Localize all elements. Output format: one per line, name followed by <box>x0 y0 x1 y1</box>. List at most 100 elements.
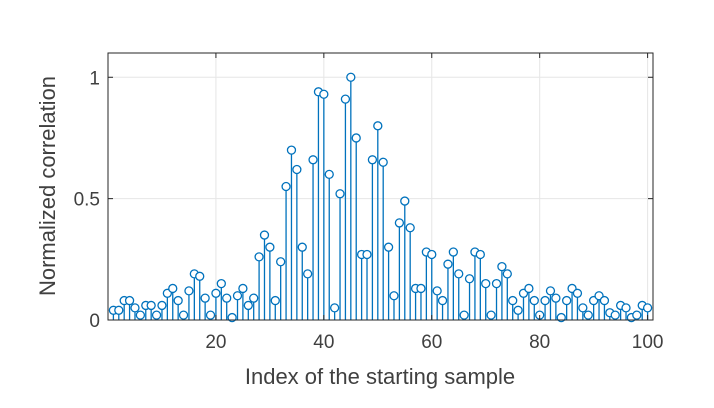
stem-point <box>362 249 372 320</box>
stem-marker <box>135 310 146 320</box>
stem-marker <box>486 310 496 320</box>
stem-point <box>400 196 410 320</box>
stem-point <box>513 305 523 320</box>
stem-point <box>427 249 437 320</box>
stem-marker <box>335 189 345 199</box>
stem-point <box>383 242 394 320</box>
stem-marker <box>346 72 356 82</box>
stem-marker <box>297 242 307 252</box>
stem-marker <box>216 278 226 289</box>
stem-marker <box>178 310 189 320</box>
stem-point <box>200 293 210 320</box>
stem-marker <box>173 295 183 306</box>
stem-marker <box>529 295 539 306</box>
stem-marker <box>551 293 561 303</box>
stem-marker <box>254 252 264 262</box>
stem-point <box>146 300 156 320</box>
stem-marker <box>168 283 178 294</box>
stem-point <box>572 288 583 320</box>
stem-marker <box>562 295 572 306</box>
stem-point <box>135 310 146 320</box>
stem-marker <box>308 155 318 165</box>
stem-marker <box>373 121 383 131</box>
stem-marker <box>437 295 448 306</box>
stem-marker <box>184 286 194 296</box>
stem-marker <box>367 155 378 165</box>
stem-point <box>621 303 631 320</box>
stem-point <box>254 252 264 320</box>
stem-point <box>243 300 253 320</box>
stem-point <box>324 169 334 320</box>
stem-point <box>464 274 475 320</box>
stem-marker <box>286 145 297 155</box>
stem-point <box>373 121 383 320</box>
stem-marker <box>491 278 502 289</box>
stem-marker <box>238 283 248 294</box>
stem-point <box>151 310 162 320</box>
stem-point <box>583 310 593 320</box>
stem-marker <box>130 303 140 313</box>
stem-marker <box>448 247 458 257</box>
stem-point <box>599 295 610 320</box>
stem-marker <box>610 310 620 320</box>
stem-marker <box>545 286 556 296</box>
axes-box <box>107 52 654 321</box>
stem-marker <box>389 291 399 301</box>
stem-point <box>173 295 183 320</box>
stem-marker <box>151 310 162 320</box>
stem-point <box>195 271 205 320</box>
stem-marker <box>464 274 475 284</box>
stem-point <box>232 291 243 320</box>
stem-marker <box>146 300 156 311</box>
x-axis-ticks: 20 40 60 80 100 <box>205 53 663 353</box>
stem-point <box>319 89 329 320</box>
stem-point <box>286 145 297 320</box>
stem-point <box>491 278 502 320</box>
stem-marker <box>427 249 437 260</box>
stem-marker <box>114 305 124 315</box>
stem-point <box>562 295 572 320</box>
stem-marker <box>232 291 243 301</box>
stem-point <box>540 295 550 320</box>
stem-marker <box>632 310 642 320</box>
stem-point <box>448 247 458 320</box>
stem-marker <box>195 271 205 281</box>
stem-point <box>610 310 620 320</box>
stem-point <box>270 295 280 320</box>
y-tick-label: 1 <box>89 68 100 89</box>
stem-marker <box>205 310 216 320</box>
stem-point <box>416 283 426 320</box>
stem-marker <box>502 269 512 279</box>
x-tick-label: 100 <box>632 332 664 353</box>
stem-marker <box>329 303 340 313</box>
stem-marker <box>572 288 583 298</box>
stem-marker <box>454 269 464 279</box>
stem-marker <box>351 133 361 143</box>
stem-point <box>178 310 189 320</box>
stem-point <box>497 261 507 320</box>
y-axis-label: Normalized correlation <box>35 76 60 296</box>
y-tick-label: 0.5 <box>74 190 100 211</box>
stem-point <box>367 155 378 320</box>
y-axis-ticks: 00.51 <box>74 68 653 332</box>
stem-point <box>157 300 167 320</box>
stem-marker <box>319 89 329 99</box>
stem-point <box>405 223 415 320</box>
stem-point <box>502 269 512 320</box>
stem-marker <box>362 249 372 260</box>
stem-point <box>351 133 361 320</box>
stem-point <box>329 303 340 320</box>
stem-marker <box>259 230 270 240</box>
x-tick-label: 80 <box>529 332 550 353</box>
stem-point <box>518 288 529 320</box>
stem-point <box>578 303 588 320</box>
stem-marker <box>378 157 388 167</box>
stem-point <box>454 269 464 320</box>
stem-marker <box>432 286 442 296</box>
stem-marker <box>508 295 518 306</box>
stem-point <box>481 278 491 320</box>
stem-point <box>394 218 405 320</box>
stem-point <box>486 310 496 320</box>
stem-point <box>222 293 232 320</box>
